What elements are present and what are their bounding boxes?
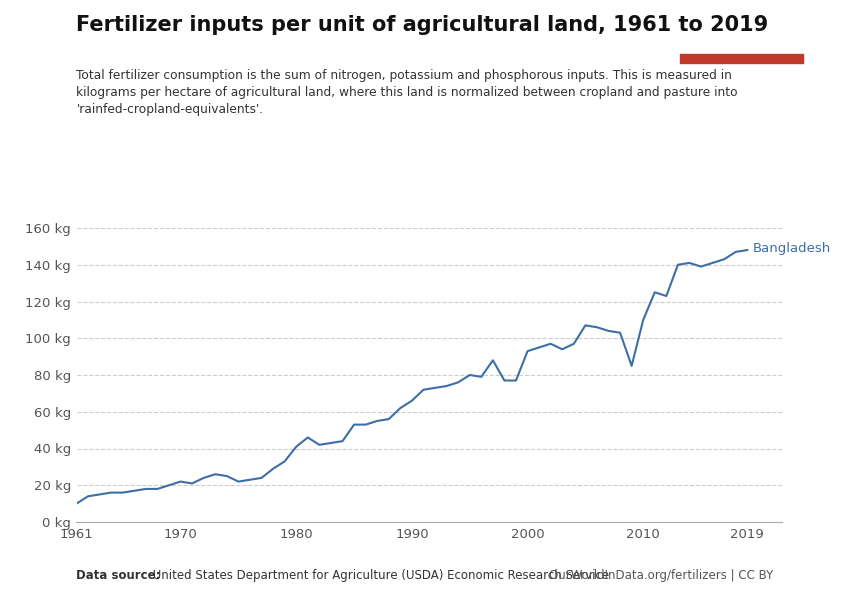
Text: United States Department for Agriculture (USDA) Economic Research Service: United States Department for Agriculture… [149, 569, 609, 582]
Text: Bangladesh: Bangladesh [753, 242, 831, 255]
Text: Our World: Our World [708, 17, 775, 30]
Text: Data source:: Data source: [76, 569, 161, 582]
Text: Total fertilizer consumption is the sum of nitrogen, potassium and phosphorous i: Total fertilizer consumption is the sum … [76, 69, 738, 116]
Text: in Data: in Data [717, 34, 766, 46]
Bar [680, 54, 803, 63]
Text: Fertilizer inputs per unit of agricultural land, 1961 to 2019: Fertilizer inputs per unit of agricultur… [76, 15, 768, 35]
Text: OurWorldInData.org/fertilizers | CC BY: OurWorldInData.org/fertilizers | CC BY [549, 569, 774, 582]
